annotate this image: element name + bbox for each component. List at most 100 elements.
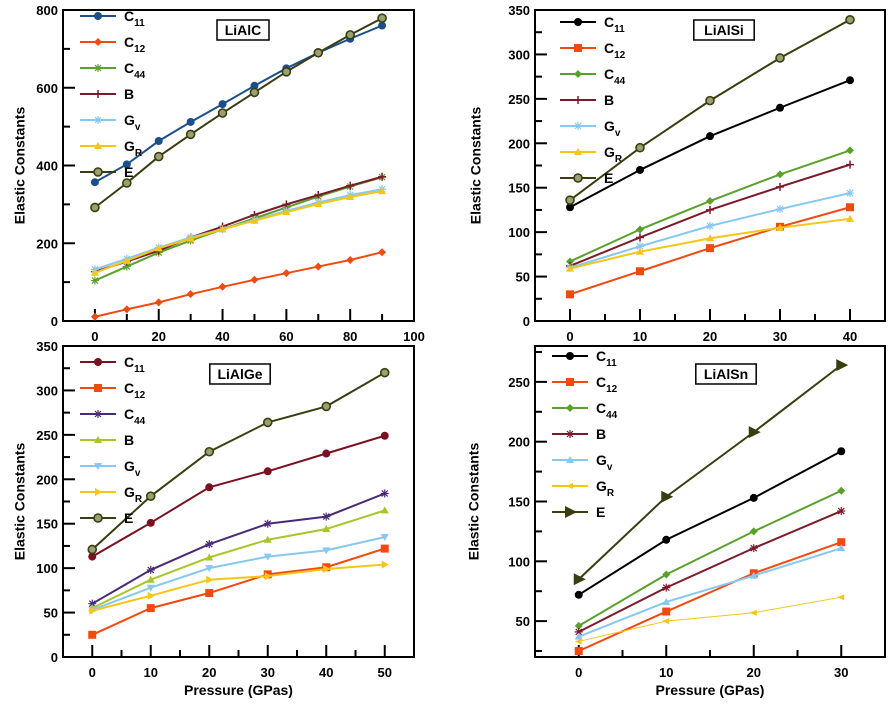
data-point: [662, 583, 671, 592]
data-point: [705, 95, 715, 106]
legend-item: B: [80, 432, 134, 448]
legend-label: Gv: [124, 112, 141, 133]
data-point: [88, 552, 97, 561]
y-tick-label: 350: [36, 339, 58, 354]
data-point: [662, 535, 671, 544]
x-tick-label: 0: [89, 665, 96, 680]
data-point: [154, 137, 163, 146]
data-point: [836, 359, 849, 372]
legend-marker: [93, 513, 103, 523]
legend-label: Gv: [604, 118, 621, 139]
legend-marker: [94, 38, 102, 46]
series-line: [91, 492, 386, 605]
series-E: [87, 367, 390, 555]
data-point: [837, 507, 846, 516]
series-line: [578, 450, 842, 596]
y-tick-label: 400: [36, 159, 58, 174]
y-tick-label: 150: [508, 495, 530, 510]
data-point: [845, 14, 855, 25]
data-point: [636, 233, 644, 242]
legend-label: C44: [124, 60, 146, 81]
x-tick-label: 60: [279, 329, 293, 344]
data-point: [377, 13, 387, 23]
title-box: [693, 19, 755, 41]
data-point: [122, 256, 131, 264]
data-point: [88, 630, 97, 639]
series-C12: [90, 248, 387, 321]
series-line: [578, 541, 842, 652]
data-point: [380, 544, 389, 553]
panel-LiAlGe: 0 10 20 30 40 50 0 50 100 150 200 250 300 350 Elastic …: [11, 339, 415, 698]
data-point: [154, 298, 163, 307]
data-point: [186, 234, 195, 242]
data-point: [346, 181, 355, 190]
data-point: [322, 547, 331, 555]
data-point: [204, 446, 215, 457]
data-point: [380, 534, 389, 542]
legend-marker: [94, 64, 102, 72]
series-line: [94, 190, 383, 274]
y-axis-label: Elastic Constants: [11, 107, 27, 225]
series-line: [91, 536, 385, 611]
data-point: [706, 221, 714, 230]
title-box: [209, 363, 271, 385]
data-point: [635, 142, 645, 153]
y-tick-label: 200: [36, 472, 58, 487]
data-point: [566, 290, 574, 299]
y-tick-label: 0: [51, 314, 58, 329]
y-tick-label: 200: [508, 136, 530, 151]
data-point: [250, 216, 259, 224]
x-tick-label: 30: [834, 665, 848, 680]
series-line: [578, 596, 842, 642]
data-point: [146, 518, 155, 527]
series-GR: [574, 594, 845, 645]
data-point: [146, 584, 155, 592]
data-point: [574, 590, 583, 599]
legend-marker: [94, 463, 102, 470]
data-point: [250, 81, 259, 90]
legend-label: C44: [604, 66, 626, 87]
y-tick-label: 600: [36, 81, 58, 96]
data-point: [574, 647, 583, 656]
series-C44: [566, 146, 854, 266]
data-point: [573, 573, 586, 586]
data-point: [323, 565, 331, 574]
data-point: [837, 538, 846, 547]
data-point: [574, 638, 582, 645]
series-line: [578, 489, 842, 627]
data-point: [565, 195, 575, 205]
series-Gv: [88, 534, 389, 614]
legend-item: GR: [552, 478, 615, 499]
x-tick-label: 10: [633, 329, 647, 344]
legend-item: Gv: [552, 452, 613, 473]
y-tick-label: 250: [36, 428, 58, 443]
chart-title: LiAlSi: [704, 22, 744, 38]
y-tick-label: 300: [36, 383, 58, 398]
legend-item: B: [80, 86, 134, 102]
data-point: [846, 76, 854, 85]
plot-frame: [62, 345, 415, 658]
data-point: [380, 489, 389, 498]
legend-label: B: [596, 426, 606, 442]
data-point: [776, 182, 784, 191]
data-point: [89, 606, 97, 615]
data-point: [249, 87, 260, 98]
legend-item: C12: [80, 34, 146, 55]
legend-marker: [94, 410, 102, 418]
x-tick-label: 50: [378, 665, 392, 680]
legend-item: C12: [560, 40, 626, 61]
data-point: [282, 208, 291, 216]
data-point: [776, 205, 784, 214]
legend-marker: [574, 18, 582, 26]
legend-marker: [566, 430, 574, 438]
x-tick-label: 20: [703, 329, 717, 344]
legend-item: GR: [80, 138, 143, 159]
series-GR: [89, 560, 389, 615]
legend-item: Gv: [560, 118, 621, 139]
data-point: [154, 244, 163, 252]
data-point: [837, 486, 846, 495]
y-tick-label: 300: [508, 47, 530, 62]
legend-label: B: [124, 432, 134, 448]
series-C11: [566, 76, 854, 212]
